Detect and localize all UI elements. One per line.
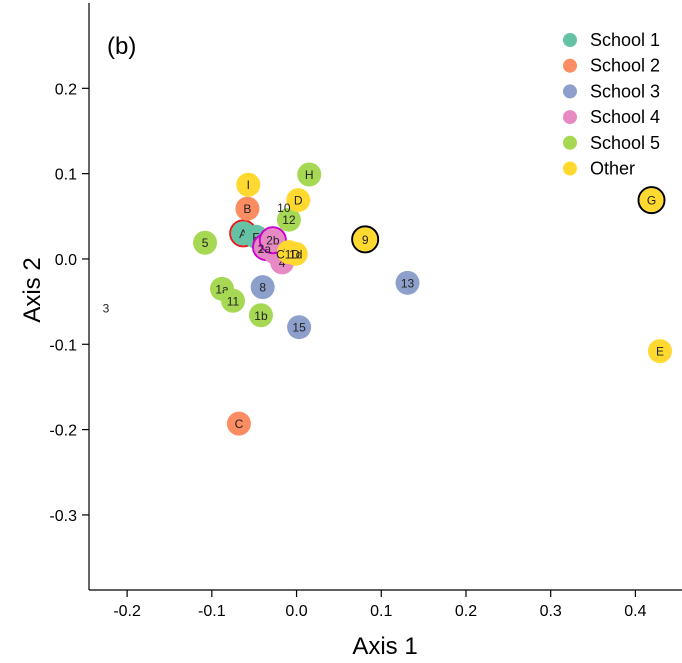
- legend-label: School 1: [590, 30, 660, 50]
- y-tick-label: -0.3: [49, 508, 77, 525]
- data-point: [286, 188, 311, 213]
- point-label: 9: [362, 233, 369, 247]
- point-label: 11: [227, 294, 240, 308]
- data-point: [193, 230, 218, 255]
- point-label: D: [294, 194, 303, 208]
- points-group: AF6BC813152a742b512H1a111bID1c1d9GE2aC1D…: [103, 162, 672, 436]
- data-point: [226, 411, 251, 436]
- y-tick-label: 0.0: [55, 252, 77, 269]
- data-point: [283, 241, 308, 266]
- y-tick-label: -0.1: [49, 337, 77, 354]
- point-label: 12: [282, 213, 296, 227]
- axes-group: -0.2 -0.1 0.0 0.1 0.2 0.3 0.4 -0.3 -0.2 -0.1 0.0 0.…: [49, 3, 682, 620]
- y-tick-label: 0.2: [55, 81, 77, 98]
- legend-marker: [563, 161, 577, 176]
- x-tick-label: -0.1: [198, 603, 226, 620]
- point-label: H: [305, 168, 314, 182]
- point-label: 2b: [266, 234, 280, 248]
- point-label: B: [243, 202, 251, 216]
- point-label: A: [239, 227, 247, 241]
- point-label: I: [247, 178, 250, 192]
- x-tick-label: 0.1: [370, 603, 392, 620]
- x-tick-label: 0.0: [285, 603, 307, 620]
- y-tick-label: 0.1: [55, 167, 77, 184]
- data-point: [297, 162, 322, 187]
- legend-marker: [563, 84, 577, 99]
- data-point: [395, 270, 420, 295]
- point-label: 13: [401, 276, 415, 290]
- y-axis-title: Axis 2: [19, 257, 46, 322]
- legend: School 1 School 2 School 3 School 4 School 5…: [563, 30, 660, 179]
- point-ring: [258, 226, 287, 255]
- point-label: G: [647, 194, 656, 208]
- legend-marker: [563, 110, 577, 125]
- x-tick-label: 0.4: [624, 603, 646, 620]
- legend-label: School 4: [590, 107, 660, 127]
- point-ring: [351, 225, 380, 254]
- point-label: C: [235, 417, 244, 431]
- point-label: 4: [279, 256, 286, 270]
- unplotted-label: 3: [103, 301, 110, 315]
- x-tick-label: 0.3: [540, 603, 562, 620]
- point-label: 1b: [254, 309, 268, 323]
- x-tick-label: -0.2: [113, 603, 141, 620]
- data-point: [236, 172, 261, 197]
- y-tick-label: -0.2: [49, 423, 77, 440]
- legend-marker: [563, 33, 577, 47]
- data-point: [221, 288, 246, 313]
- unplotted-label: 10: [277, 201, 291, 215]
- data-point: [276, 207, 301, 232]
- overlap-label: 2a: [258, 242, 272, 256]
- data-point: [639, 188, 664, 213]
- data-point: [248, 303, 273, 328]
- overlap-label: C1D: [276, 247, 300, 261]
- point-label: 1d: [289, 247, 302, 261]
- data-point: [235, 196, 260, 221]
- point-label: E: [656, 345, 664, 359]
- data-point: [287, 315, 312, 340]
- point-label: 15: [292, 321, 306, 335]
- data-point: [250, 275, 275, 300]
- legend-label: Other: [590, 159, 635, 179]
- data-point: [647, 339, 672, 364]
- data-point: [353, 227, 378, 252]
- point-label: F: [252, 230, 259, 244]
- legend-marker: [563, 58, 577, 73]
- legend-label: School 2: [590, 56, 660, 76]
- x-tick-label: 0.2: [455, 603, 477, 620]
- legend-label: School 5: [590, 133, 660, 153]
- point-label: 8: [259, 281, 266, 295]
- x-axis-title: Axis 1: [352, 633, 417, 660]
- point-ring: [637, 186, 666, 215]
- panel-label: (b): [107, 33, 136, 60]
- legend-label: School 3: [590, 81, 660, 101]
- legend-marker: [563, 135, 577, 150]
- point-label: 5: [202, 236, 209, 250]
